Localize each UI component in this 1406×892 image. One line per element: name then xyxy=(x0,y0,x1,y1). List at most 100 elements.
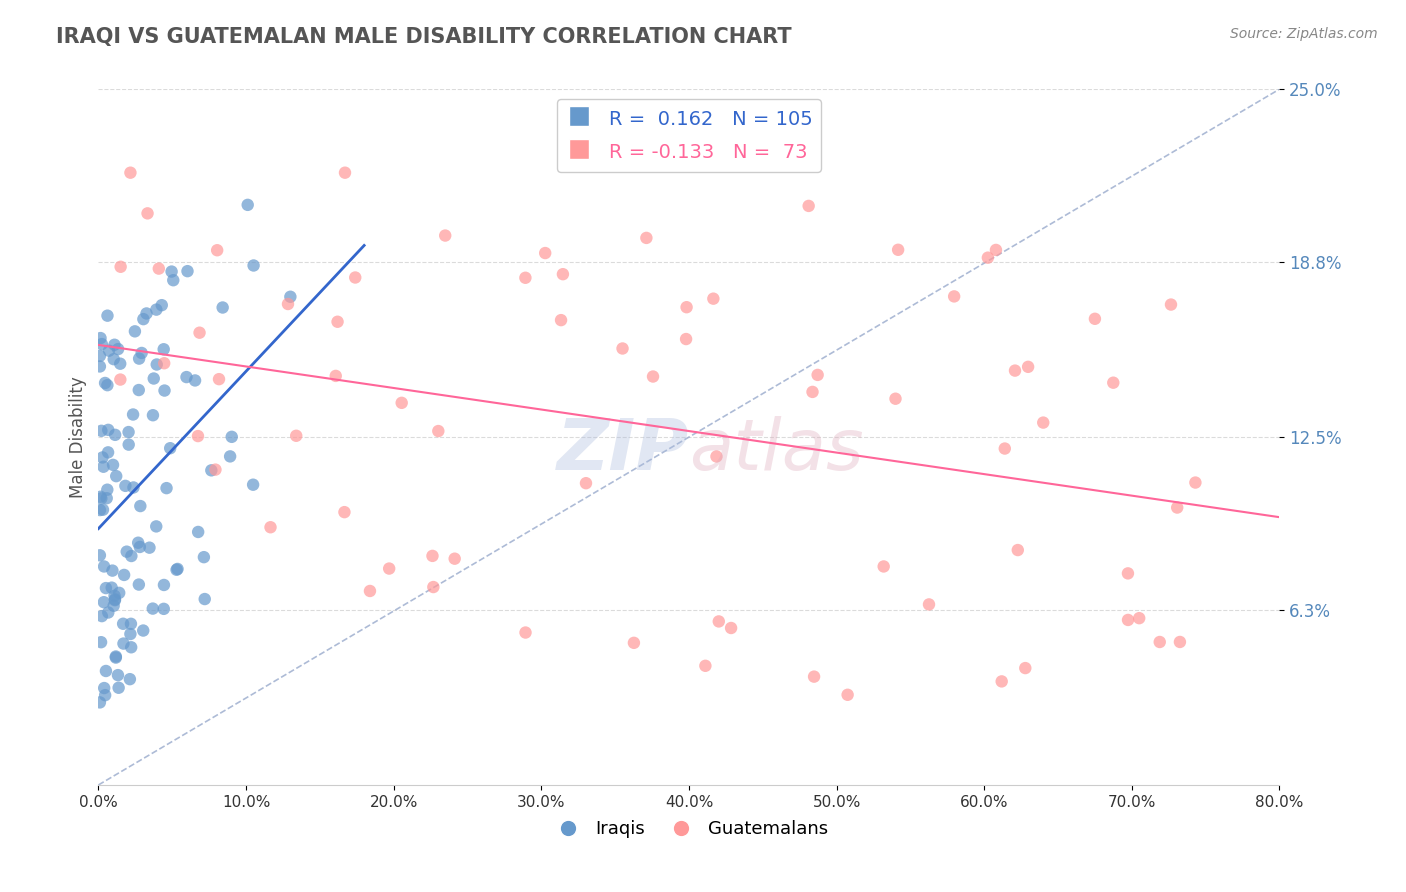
Guatemalans xyxy=(702,292,724,306)
Guatemalans xyxy=(205,244,228,258)
Guatemalans xyxy=(807,368,830,382)
Iraqis xyxy=(94,376,117,390)
Iraqis xyxy=(93,459,115,474)
Guatemalans xyxy=(1004,363,1026,377)
Guatemalans xyxy=(943,289,966,303)
Guatemalans xyxy=(1102,376,1125,390)
Guatemalans xyxy=(977,251,1000,265)
Guatemalans xyxy=(873,559,896,574)
Iraqis xyxy=(150,298,173,312)
Guatemalans xyxy=(984,243,1007,257)
Text: atlas: atlas xyxy=(689,417,863,485)
Iraqis xyxy=(236,198,259,212)
Guatemalans xyxy=(1128,611,1150,625)
Iraqis xyxy=(110,357,132,371)
Guatemalans xyxy=(1184,475,1206,490)
Iraqis xyxy=(90,635,112,649)
Iraqis xyxy=(211,301,233,315)
Text: Source: ZipAtlas.com: Source: ZipAtlas.com xyxy=(1230,27,1378,41)
Iraqis xyxy=(101,564,124,578)
Guatemalans xyxy=(887,243,910,257)
Guatemalans xyxy=(797,199,820,213)
Guatemalans xyxy=(515,625,537,640)
Guatemalans xyxy=(623,636,645,650)
Guatemalans xyxy=(259,520,281,534)
Guatemalans xyxy=(344,270,367,285)
Iraqis xyxy=(90,424,112,438)
Iraqis xyxy=(112,568,135,582)
Guatemalans xyxy=(1149,635,1171,649)
Guatemalans xyxy=(333,505,356,519)
Iraqis xyxy=(97,445,120,459)
Iraqis xyxy=(94,664,117,678)
Guatemalans xyxy=(675,300,697,314)
Iraqis xyxy=(242,259,264,273)
Iraqis xyxy=(107,681,129,695)
Iraqis xyxy=(103,352,125,367)
Iraqis xyxy=(221,430,243,444)
Guatemalans xyxy=(443,551,465,566)
Guatemalans xyxy=(534,246,557,260)
Iraqis xyxy=(103,589,125,603)
Iraqis xyxy=(193,550,215,565)
Iraqis xyxy=(97,606,120,620)
Guatemalans xyxy=(422,580,444,594)
Iraqis xyxy=(107,342,129,356)
Iraqis xyxy=(91,450,114,465)
Iraqis xyxy=(103,599,125,613)
Iraqis xyxy=(104,427,127,442)
Iraqis xyxy=(104,592,127,607)
Iraqis xyxy=(96,491,118,506)
Iraqis xyxy=(118,672,141,686)
Iraqis xyxy=(128,383,150,397)
Guatemalans xyxy=(720,621,742,635)
Iraqis xyxy=(112,636,135,650)
Guatemalans xyxy=(153,356,176,370)
Text: IRAQI VS GUATEMALAN MALE DISABILITY CORRELATION CHART: IRAQI VS GUATEMALAN MALE DISABILITY CORR… xyxy=(56,27,792,46)
Iraqis xyxy=(162,273,184,287)
Guatemalans xyxy=(1007,543,1029,558)
Iraqis xyxy=(104,650,127,665)
Iraqis xyxy=(122,408,145,422)
Iraqis xyxy=(93,681,115,695)
Guatemalans xyxy=(1116,566,1139,581)
Iraqis xyxy=(120,549,142,563)
Guatemalans xyxy=(695,658,717,673)
Iraqis xyxy=(131,346,153,360)
Iraqis xyxy=(145,358,167,372)
Iraqis xyxy=(176,370,198,384)
Legend: Iraqis, Guatemalans: Iraqis, Guatemalans xyxy=(543,814,835,846)
Iraqis xyxy=(112,616,135,631)
Guatemalans xyxy=(641,369,664,384)
Iraqis xyxy=(89,549,111,563)
Guatemalans xyxy=(427,424,450,438)
Guatemalans xyxy=(1116,613,1139,627)
Iraqis xyxy=(194,592,217,607)
Iraqis xyxy=(128,540,150,554)
Guatemalans xyxy=(884,392,907,406)
Iraqis xyxy=(155,481,177,495)
Iraqis xyxy=(100,581,122,595)
Iraqis xyxy=(152,343,174,357)
Iraqis xyxy=(152,602,174,616)
Guatemalans xyxy=(675,332,697,346)
Iraqis xyxy=(142,409,165,423)
Guatemalans xyxy=(837,688,859,702)
Text: ZIP: ZIP xyxy=(557,417,689,485)
Guatemalans xyxy=(208,372,231,386)
Iraqis xyxy=(153,384,176,398)
Iraqis xyxy=(96,378,118,392)
Iraqis xyxy=(176,264,198,278)
Iraqis xyxy=(101,458,124,472)
Iraqis xyxy=(159,441,181,455)
Iraqis xyxy=(89,490,111,504)
Guatemalans xyxy=(120,166,142,180)
Iraqis xyxy=(104,649,127,664)
Iraqis xyxy=(90,337,112,351)
Guatemalans xyxy=(1168,635,1191,649)
Iraqis xyxy=(108,586,131,600)
Guatemalans xyxy=(391,396,413,410)
Iraqis xyxy=(127,535,149,549)
Guatemalans xyxy=(994,442,1017,456)
Guatemalans xyxy=(515,270,537,285)
